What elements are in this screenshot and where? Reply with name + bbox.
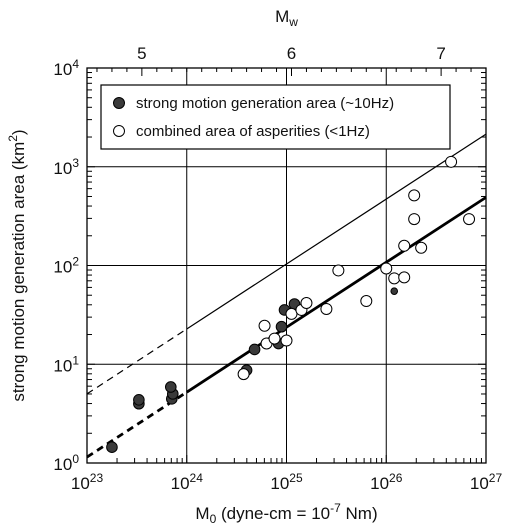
y-tick-label: 102: [53, 255, 79, 277]
y-axis-label-text: strong motion generation area (km: [9, 142, 28, 402]
asperity-point: [408, 213, 421, 226]
x-axis-label-rest: (dyne-cm = 10: [216, 504, 330, 523]
y-tick-label: 103: [53, 156, 79, 178]
asperity-point: [320, 302, 333, 315]
asperity-point: [300, 297, 313, 310]
asperity-point: [380, 262, 393, 275]
thin-line-solid: [186, 133, 487, 330]
x-tick-label: 1027: [470, 471, 503, 493]
strong-motion-point: [275, 320, 288, 333]
asperity-point: [258, 319, 271, 332]
x-axis-label: M0 (dyne-cm = 10-7 Nm): [195, 501, 377, 526]
x-tick-label: 1025: [270, 471, 303, 493]
strong-motion-point: [164, 381, 177, 393]
asperity-point: [332, 264, 345, 277]
legend: strong motion generation area (~10Hz) co…: [100, 84, 451, 150]
strong-motion-point: [133, 394, 145, 406]
axis-ticks: [86, 68, 487, 464]
top-axis-label: Mw: [275, 7, 298, 29]
top-axis-label-base: M: [275, 7, 289, 26]
x-tick-label: 1026: [370, 471, 403, 493]
top-tick-label: 7: [436, 44, 445, 63]
y-tick-label: 100: [53, 452, 79, 474]
top-tick-label: 6: [287, 44, 296, 63]
asperity-point: [463, 213, 476, 226]
strong-motion-point: [106, 441, 118, 454]
y-tick-label: 104: [53, 57, 79, 79]
asperity-point: [445, 155, 458, 168]
legend-marker-strong-motion: [113, 97, 125, 109]
top-tick-label: 5: [137, 44, 146, 63]
x-axis-label-sup: -7: [330, 501, 341, 515]
x-axis-label-sub: 0: [210, 512, 217, 526]
tick-labels: 1023 1024 1025 1026 1027 100 101 102 103 104 5 6 7: [53, 44, 502, 493]
asperity-point: [398, 271, 411, 284]
legend-label-asperities: combined area of asperities (<1Hz): [136, 123, 370, 140]
legend-label-strong-motion: strong motion generation area (~10Hz): [136, 95, 394, 112]
asperity-point: [285, 307, 298, 320]
asperity-point: [408, 189, 421, 202]
asperity-point: [398, 239, 411, 252]
strong-motion-point: [248, 343, 261, 356]
asperity-point: [268, 332, 281, 345]
thin-line-dashed: [86, 328, 188, 395]
data-markers: [106, 155, 476, 454]
strong-motion-point: [390, 287, 399, 295]
x-tick-label: 1024: [171, 471, 204, 493]
x-axis-label-end: Nm): [341, 504, 378, 523]
thick-line-solid: [185, 196, 487, 394]
y-axis-label-end: ): [9, 129, 28, 135]
asperity-point: [415, 241, 428, 254]
y-axis-label: strong motion generation area (km2): [6, 129, 28, 401]
legend-marker-asperities: [113, 125, 125, 137]
asperity-point: [280, 334, 293, 347]
y-tick-label: 101: [53, 353, 79, 375]
asperity-point: [388, 272, 401, 285]
x-tick-label: 1023: [71, 471, 104, 493]
asperity-point: [360, 295, 373, 308]
asperity-point: [237, 368, 250, 381]
legend-box: [100, 84, 451, 150]
y-axis-label-sup: 2: [6, 135, 20, 142]
top-axis-label-sub: w: [288, 15, 298, 29]
x-axis-label-base: M: [195, 504, 209, 523]
